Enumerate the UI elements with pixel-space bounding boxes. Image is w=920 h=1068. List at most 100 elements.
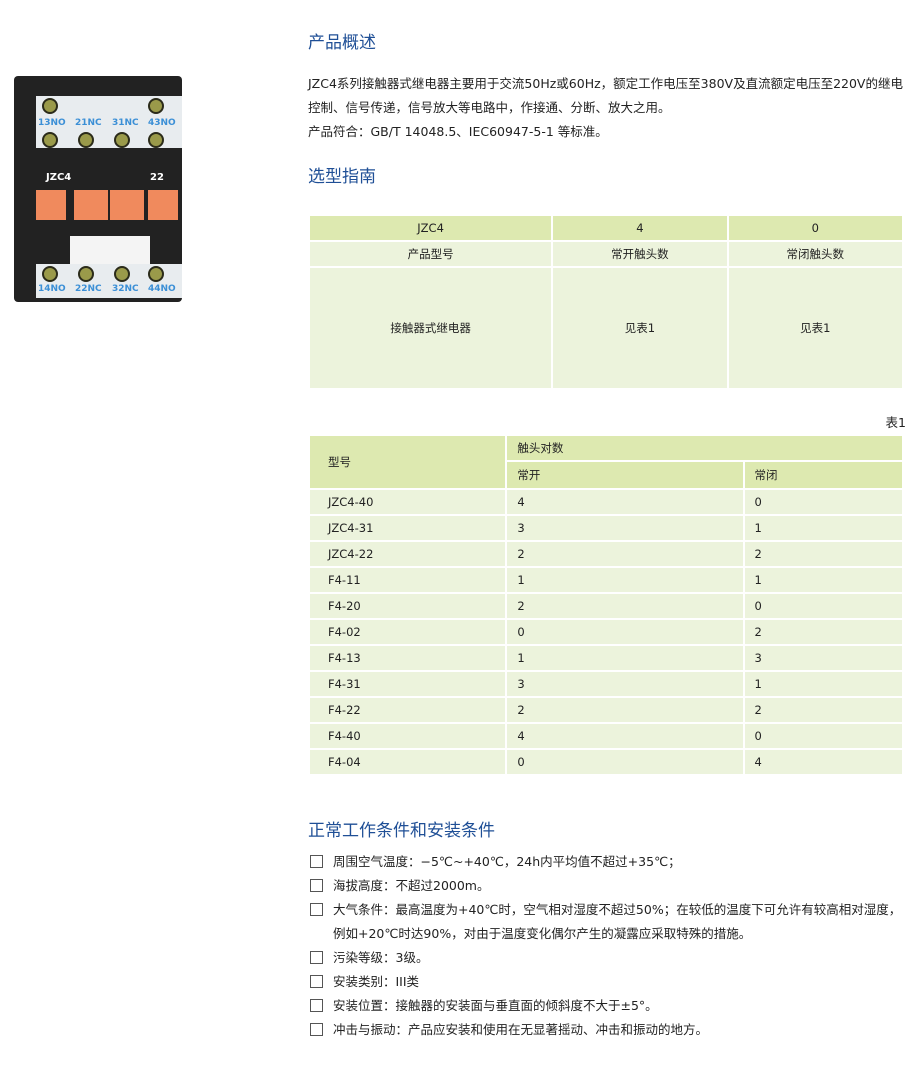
overview-text: JZC4系列接触器式继电器主要用于交流50Hz或60Hz，额定工作电压至380V… [308, 72, 908, 144]
table-header-row: 型号 触头对数 [307, 434, 904, 490]
screw-icon [148, 98, 164, 114]
table-row: JZC4-22 2 2 [307, 540, 905, 568]
condition-text: 周围空气温度：−5℃~+40℃，24h内平均值不超过+35℃； [333, 854, 681, 869]
table-row: F4-31 3 1 [307, 670, 905, 698]
contact-button [36, 190, 66, 220]
table-row: F4-11 1 1 [307, 566, 905, 594]
table-cell: JZC4-31 [307, 514, 508, 542]
table-row: JZC4 4 0 [307, 214, 905, 242]
screw-icon [42, 266, 58, 282]
code-label: 22 [150, 172, 164, 183]
table-cell: JZC4-22 [307, 540, 508, 568]
table-cell: 0 [742, 592, 905, 620]
table-cell: 常闭触头数 [726, 240, 905, 268]
condition-text: 污染等级：3级。 [333, 950, 429, 965]
table-cell: 2 [742, 618, 905, 646]
table-cell: F4-22 [307, 696, 508, 724]
condition-text: 海拔高度：不超过2000m。 [333, 878, 490, 893]
table-cell: 0 [505, 618, 745, 646]
table-cell: 0 [742, 488, 905, 516]
table-cell: 0 [726, 214, 905, 242]
header-normally-open: 常开 [505, 460, 745, 490]
table-cell: 见表1 [551, 266, 729, 390]
screw-icon [114, 132, 130, 148]
condition-item: 大气条件：最高温度为+40℃时，空气相对湿度不超过50%；在较低的温度下可允许有… [308, 898, 908, 946]
screw-icon [78, 266, 94, 282]
contact-table: 型号 触头对数 常开 常闭 JZC4-40 4 0 JZC4-31 3 1 JZC4-22 2… [307, 434, 905, 776]
terminal-label: 14NO [38, 284, 66, 294]
table-cell: 2 [742, 696, 905, 724]
selection-table: JZC4 4 0 产品型号 常开触头数 常闭触头数 接触器式继电器 见表1 见表… [307, 214, 905, 390]
condition-text: 冲击与振动：产品应安装和使用在无显著摇动、冲击和振动的地方。 [333, 1022, 709, 1037]
table-cell: 4 [551, 214, 729, 242]
table-row: F4-20 2 0 [307, 592, 905, 620]
table-row: JZC4-31 3 1 [307, 514, 905, 542]
table-cell: F4-02 [307, 618, 508, 646]
table-cell: F4-31 [307, 670, 508, 698]
table-cell: 4 [505, 722, 745, 750]
table-cell: 4 [742, 748, 905, 776]
contact-button [74, 190, 108, 220]
table-cell: F4-20 [307, 592, 508, 620]
overview-title: 产品概述 [308, 33, 376, 53]
checkbox-icon [310, 951, 323, 964]
table-cell: 2 [742, 540, 905, 568]
model-label: JZC4 [46, 172, 72, 183]
table-cell: 见表1 [726, 266, 905, 390]
table-cell: 0 [505, 748, 745, 776]
table-cell: 3 [505, 670, 745, 698]
terminal-label: 22NC [75, 284, 102, 294]
condition-item: 污染等级：3级。 [308, 946, 908, 970]
header-normally-closed: 常闭 [742, 460, 905, 490]
table-cell: 1 [742, 566, 905, 594]
checkbox-icon [310, 1023, 323, 1036]
product-image: 13NO 21NC 31NC 43NO JZC4 22 14NO 22NC 32… [14, 76, 182, 302]
table-cell: 1 [505, 644, 745, 672]
condition-item: 安装位置：接触器的安装面与垂直面的倾斜度不大于±5°。 [308, 994, 908, 1018]
header-contact-pairs: 触头对数 [505, 434, 904, 462]
table-row: F4-04 0 4 [307, 748, 905, 776]
table-cell: 2 [505, 696, 745, 724]
screw-icon [148, 266, 164, 282]
terminal-label: 32NC [112, 284, 139, 294]
screw-icon [42, 98, 58, 114]
contact-button [148, 190, 178, 220]
condition-text: 安装位置：接触器的安装面与垂直面的倾斜度不大于±5°。 [333, 998, 658, 1013]
table-row: JZC4-40 4 0 [307, 488, 905, 516]
table-cell: 接触器式继电器 [307, 266, 554, 390]
table-row: F4-22 2 2 [307, 696, 905, 724]
table-cell: JZC4-40 [307, 488, 508, 516]
table-cell: JZC4 [307, 214, 554, 242]
table-cell: 3 [505, 514, 745, 542]
table1-caption: 表1 [885, 415, 906, 430]
screw-icon [42, 132, 58, 148]
table-cell: 2 [505, 540, 745, 568]
terminal-label: 31NC [112, 118, 139, 128]
table-cell: 2 [505, 592, 745, 620]
terminal-label: 43NO [148, 118, 176, 128]
screw-icon [148, 132, 164, 148]
screw-icon [78, 132, 94, 148]
table-cell: 1 [505, 566, 745, 594]
table-row: F4-40 4 0 [307, 722, 905, 750]
label-plate [70, 236, 150, 264]
table-row: 产品型号 常开触头数 常闭触头数 [307, 240, 905, 268]
table-cell: F4-13 [307, 644, 508, 672]
terminal-label: 21NC [75, 118, 102, 128]
table-row: 接触器式继电器 见表1 见表1 [307, 266, 905, 390]
table-row: F4-13 1 3 [307, 644, 905, 672]
checkbox-icon [310, 879, 323, 892]
overview-line: JZC4系列接触器式继电器主要用于交流50Hz或60Hz，额定工作电压至380V… [308, 76, 903, 115]
header-model: 型号 [307, 434, 508, 490]
table-row: F4-02 0 2 [307, 618, 905, 646]
table-cell: 常开触头数 [551, 240, 729, 268]
condition-text: 安装类别：III类 [333, 974, 420, 989]
condition-item: 周围空气温度：−5℃~+40℃，24h内平均值不超过+35℃； [308, 850, 908, 874]
overview-line: 产品符合：GB/T 14048.5、IEC60947-5-1 等标准。 [308, 124, 608, 139]
checkbox-icon [310, 975, 323, 988]
selection-title: 选型指南 [308, 167, 376, 187]
table-cell: 1 [742, 514, 905, 542]
checkbox-icon [310, 855, 323, 868]
table-cell: 产品型号 [307, 240, 554, 268]
condition-item: 安装类别：III类 [308, 970, 908, 994]
